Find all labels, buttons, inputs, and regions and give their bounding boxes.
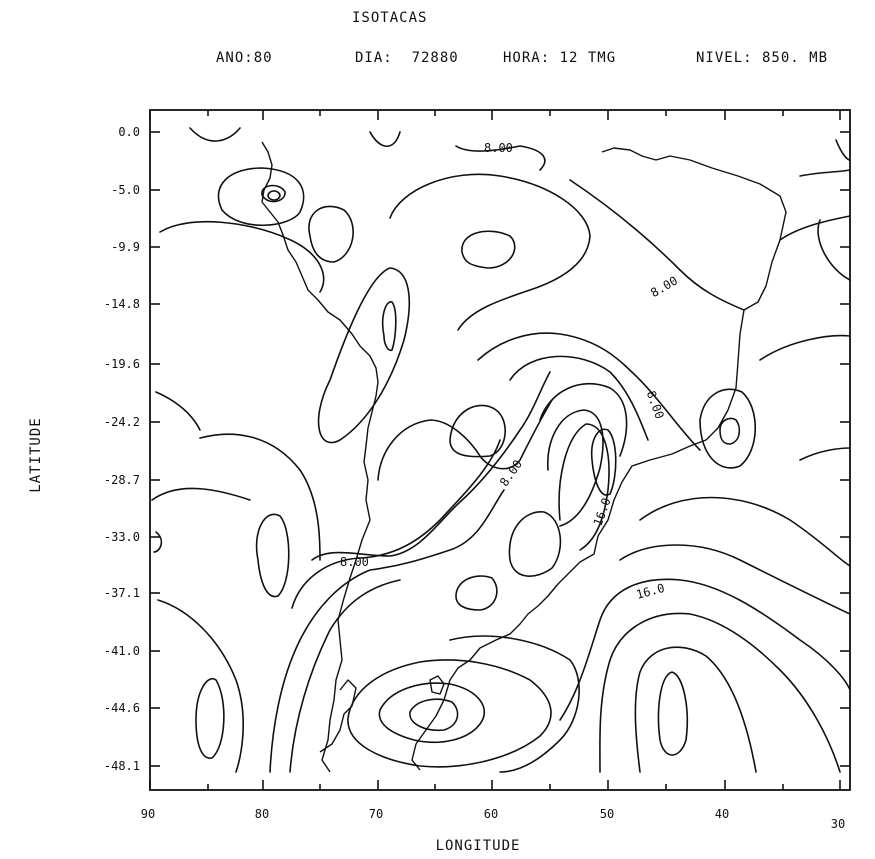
contour xyxy=(639,496,851,567)
contour xyxy=(255,513,290,598)
contour xyxy=(189,127,241,142)
contour-label: 8.00 xyxy=(340,555,369,569)
y-tick-label: -5.0 xyxy=(111,183,140,197)
contour xyxy=(455,145,546,171)
contour xyxy=(369,131,401,148)
y-tick-label: -14.8 xyxy=(104,297,140,311)
contour xyxy=(449,404,506,458)
contour xyxy=(477,332,701,451)
contour xyxy=(195,677,225,759)
contour xyxy=(508,511,562,577)
x-tick-label: 80 xyxy=(255,807,269,821)
header-level: NIVEL: 850. MB xyxy=(696,50,829,66)
contour xyxy=(599,612,841,773)
y-ticks xyxy=(150,131,850,767)
contour xyxy=(317,267,410,444)
contour-label: 8.00 xyxy=(497,457,525,489)
contour xyxy=(217,167,305,227)
contour xyxy=(539,383,628,457)
x-tick-label: 30 xyxy=(831,817,845,831)
contour-label: 8.00 xyxy=(648,273,680,300)
y-tick-label: -9.9 xyxy=(111,240,140,254)
contour xyxy=(381,301,397,352)
contour xyxy=(569,179,745,311)
y-tick-label: -48.1 xyxy=(104,759,140,773)
coastline-west xyxy=(261,141,379,773)
contour xyxy=(799,447,851,461)
coastline-east xyxy=(411,147,787,771)
contour xyxy=(547,409,604,527)
header-year: ANO:80 xyxy=(216,50,273,66)
isotach-contours xyxy=(151,127,851,773)
contour xyxy=(308,205,354,263)
y-tick-label: -44.6 xyxy=(104,701,140,715)
contour xyxy=(199,433,321,561)
contour xyxy=(619,544,851,615)
x-tick-labels: 90 80 70 60 50 40 30 xyxy=(141,807,845,831)
contour xyxy=(509,355,649,441)
contour xyxy=(779,215,851,241)
contour xyxy=(409,698,459,732)
y-tick-label: -33.0 xyxy=(104,530,140,544)
contour xyxy=(634,646,757,773)
contour-label: 16.0 xyxy=(635,581,667,602)
contour xyxy=(157,599,244,773)
y-tick-label: -37.1 xyxy=(104,586,140,600)
y-tick-labels: 0.0 -5.0 -9.9 -14.8 -19.6 -24.2 -28.7 -3… xyxy=(104,125,140,773)
x-tick-label: 60 xyxy=(484,807,498,821)
contour xyxy=(699,388,757,469)
y-tick-label: -24.2 xyxy=(104,415,140,429)
contour xyxy=(261,184,286,203)
y-tick-label: -28.7 xyxy=(104,473,140,487)
contour-label: 8.00 xyxy=(484,141,513,155)
y-axis-title: LATITUDE xyxy=(28,417,44,492)
map-frame xyxy=(149,109,851,791)
header-day: DIA: 72880 xyxy=(355,50,459,66)
contour xyxy=(817,219,851,281)
contour-label: 8.00 xyxy=(644,389,667,421)
contour xyxy=(347,659,552,768)
y-tick-label: 0.0 xyxy=(118,125,140,139)
contour xyxy=(835,139,851,161)
contour xyxy=(719,417,741,445)
coastline-south xyxy=(319,679,357,753)
contour xyxy=(455,575,498,611)
contour xyxy=(759,334,851,361)
contour xyxy=(377,399,553,481)
contour xyxy=(289,579,401,773)
header-hour: HORA: 12 TMG xyxy=(503,50,617,66)
contour xyxy=(311,371,551,561)
contour xyxy=(590,428,617,496)
contour xyxy=(378,682,486,744)
contour xyxy=(559,578,851,721)
contour xyxy=(151,487,251,501)
contour xyxy=(558,423,610,551)
island xyxy=(429,675,445,695)
contour xyxy=(799,169,851,177)
contour xyxy=(155,391,201,431)
x-ticks xyxy=(149,110,841,790)
contour-labels: 8.00 8.00 8.00 8.00 8.00 16.0 16.0 xyxy=(340,141,680,602)
x-tick-label: 70 xyxy=(369,807,383,821)
contour xyxy=(267,190,281,201)
y-tick-label: -41.0 xyxy=(104,644,140,658)
x-tick-label: 50 xyxy=(600,807,614,821)
contour xyxy=(657,671,689,756)
x-tick-label: 90 xyxy=(141,807,155,821)
map-title: ISOTACAS xyxy=(352,10,428,26)
x-axis-title: LONGITUDE xyxy=(436,838,521,854)
contour xyxy=(449,635,580,773)
contour xyxy=(389,173,591,331)
y-tick-label: -19.6 xyxy=(104,357,140,371)
contour xyxy=(461,230,516,269)
contour xyxy=(269,489,505,773)
contour xyxy=(159,220,325,293)
x-tick-label: 40 xyxy=(715,807,729,821)
contour xyxy=(153,531,163,553)
contour xyxy=(291,439,501,609)
